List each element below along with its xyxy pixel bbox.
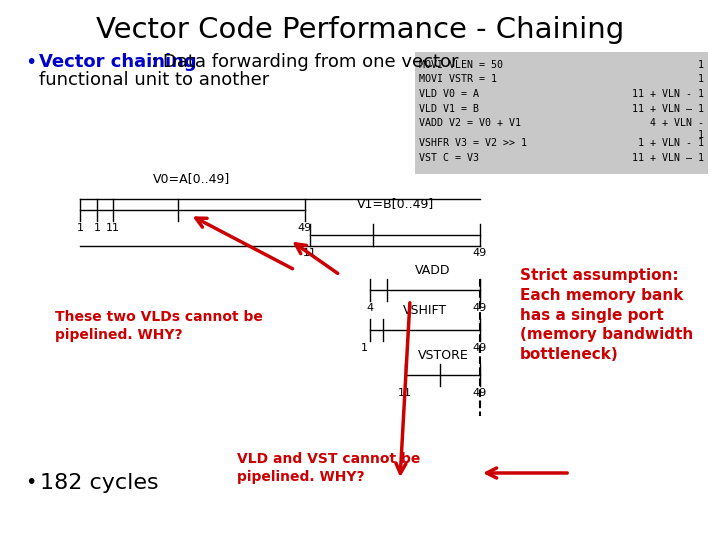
Text: V0=A[0..49]: V0=A[0..49] xyxy=(153,172,230,185)
Bar xyxy=(415,52,708,174)
Text: VSHFR V3 = V2 >> 1: VSHFR V3 = V2 >> 1 xyxy=(419,138,527,149)
Text: VLD V1 = B: VLD V1 = B xyxy=(419,104,479,113)
Text: 1 + VLN - 1: 1 + VLN - 1 xyxy=(638,138,704,149)
Text: 49: 49 xyxy=(473,343,487,353)
Text: 49: 49 xyxy=(473,248,487,258)
Text: MOVI VLEN = 50: MOVI VLEN = 50 xyxy=(419,60,503,70)
Text: 1: 1 xyxy=(698,75,704,84)
Text: Strict assumption:
Each memory bank
has a single port
(memory bandwidth
bottlene: Strict assumption: Each memory bank has … xyxy=(520,268,693,362)
Text: 11 + VLN – 1: 11 + VLN – 1 xyxy=(632,153,704,163)
Text: functional unit to another: functional unit to another xyxy=(39,71,269,89)
Text: •: • xyxy=(25,52,37,71)
Text: : Data forwarding from one vector: : Data forwarding from one vector xyxy=(151,53,459,71)
Text: These two VLDs cannot be
pipelined. WHY?: These two VLDs cannot be pipelined. WHY? xyxy=(55,310,263,342)
Text: •: • xyxy=(25,474,37,492)
Text: 11 + VLN – 1: 11 + VLN – 1 xyxy=(632,104,704,113)
Text: 11: 11 xyxy=(303,248,317,258)
Text: 11 + VLN - 1: 11 + VLN - 1 xyxy=(632,89,704,99)
Text: 1: 1 xyxy=(698,60,704,70)
Text: VSTORE: VSTORE xyxy=(418,349,469,362)
Text: Vector chaining: Vector chaining xyxy=(39,53,197,71)
Text: 1: 1 xyxy=(698,130,704,140)
Text: 49: 49 xyxy=(473,388,487,398)
Text: 1: 1 xyxy=(76,223,84,233)
Text: VLD V0 = A: VLD V0 = A xyxy=(419,89,479,99)
Text: 11: 11 xyxy=(106,223,120,233)
Text: 49: 49 xyxy=(473,303,487,313)
Text: 1: 1 xyxy=(94,223,101,233)
Text: 4 + VLN -: 4 + VLN - xyxy=(650,118,704,128)
Text: 11: 11 xyxy=(398,388,412,398)
Text: 4: 4 xyxy=(366,303,374,313)
Text: 182 cycles: 182 cycles xyxy=(40,473,158,493)
Text: 49: 49 xyxy=(298,223,312,233)
Text: VSHIFT: VSHIFT xyxy=(403,304,447,317)
Text: 1: 1 xyxy=(361,343,368,353)
Text: Vector Code Performance - Chaining: Vector Code Performance - Chaining xyxy=(96,16,624,44)
Text: VADD V2 = V0 + V1: VADD V2 = V0 + V1 xyxy=(419,118,521,128)
Text: VADD: VADD xyxy=(415,264,451,277)
Text: V1=B[0..49]: V1=B[0..49] xyxy=(357,197,435,210)
Text: MOVI VSTR = 1: MOVI VSTR = 1 xyxy=(419,75,497,84)
Text: VST C = V3: VST C = V3 xyxy=(419,153,479,163)
Text: VLD and VST cannot be
pipelined. WHY?: VLD and VST cannot be pipelined. WHY? xyxy=(237,452,420,484)
